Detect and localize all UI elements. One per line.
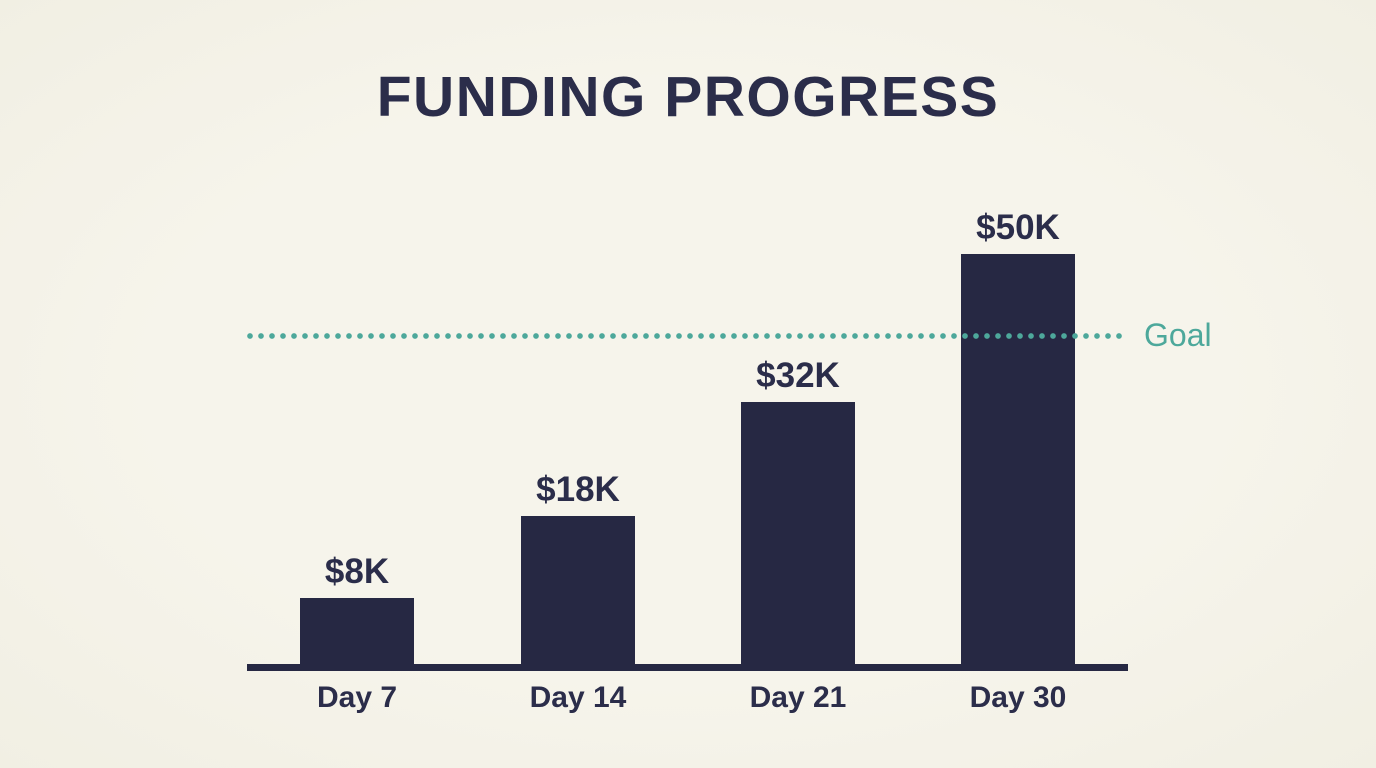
bar-category-label: Day 14	[529, 681, 627, 714]
bar-category-label: Day 7	[316, 681, 398, 714]
x-axis-line	[247, 664, 1128, 671]
bar-rect	[741, 402, 855, 664]
bar-category-label: Day 21	[749, 681, 847, 714]
bar-rect	[300, 598, 414, 664]
bar-value-label: $8K	[324, 552, 390, 591]
goal-line	[247, 332, 1124, 340]
bar-value-label: $18K	[536, 470, 620, 509]
goal-label: Goal	[1144, 317, 1212, 353]
chart-title: FUNDING PROGRESS	[376, 65, 1000, 129]
bar-value-label: $32K	[756, 356, 840, 395]
bar-rect	[961, 254, 1075, 664]
bar-rect	[521, 516, 635, 664]
bar-value-label: $50K	[976, 208, 1060, 247]
bar-category-label: Day 30	[969, 681, 1067, 714]
